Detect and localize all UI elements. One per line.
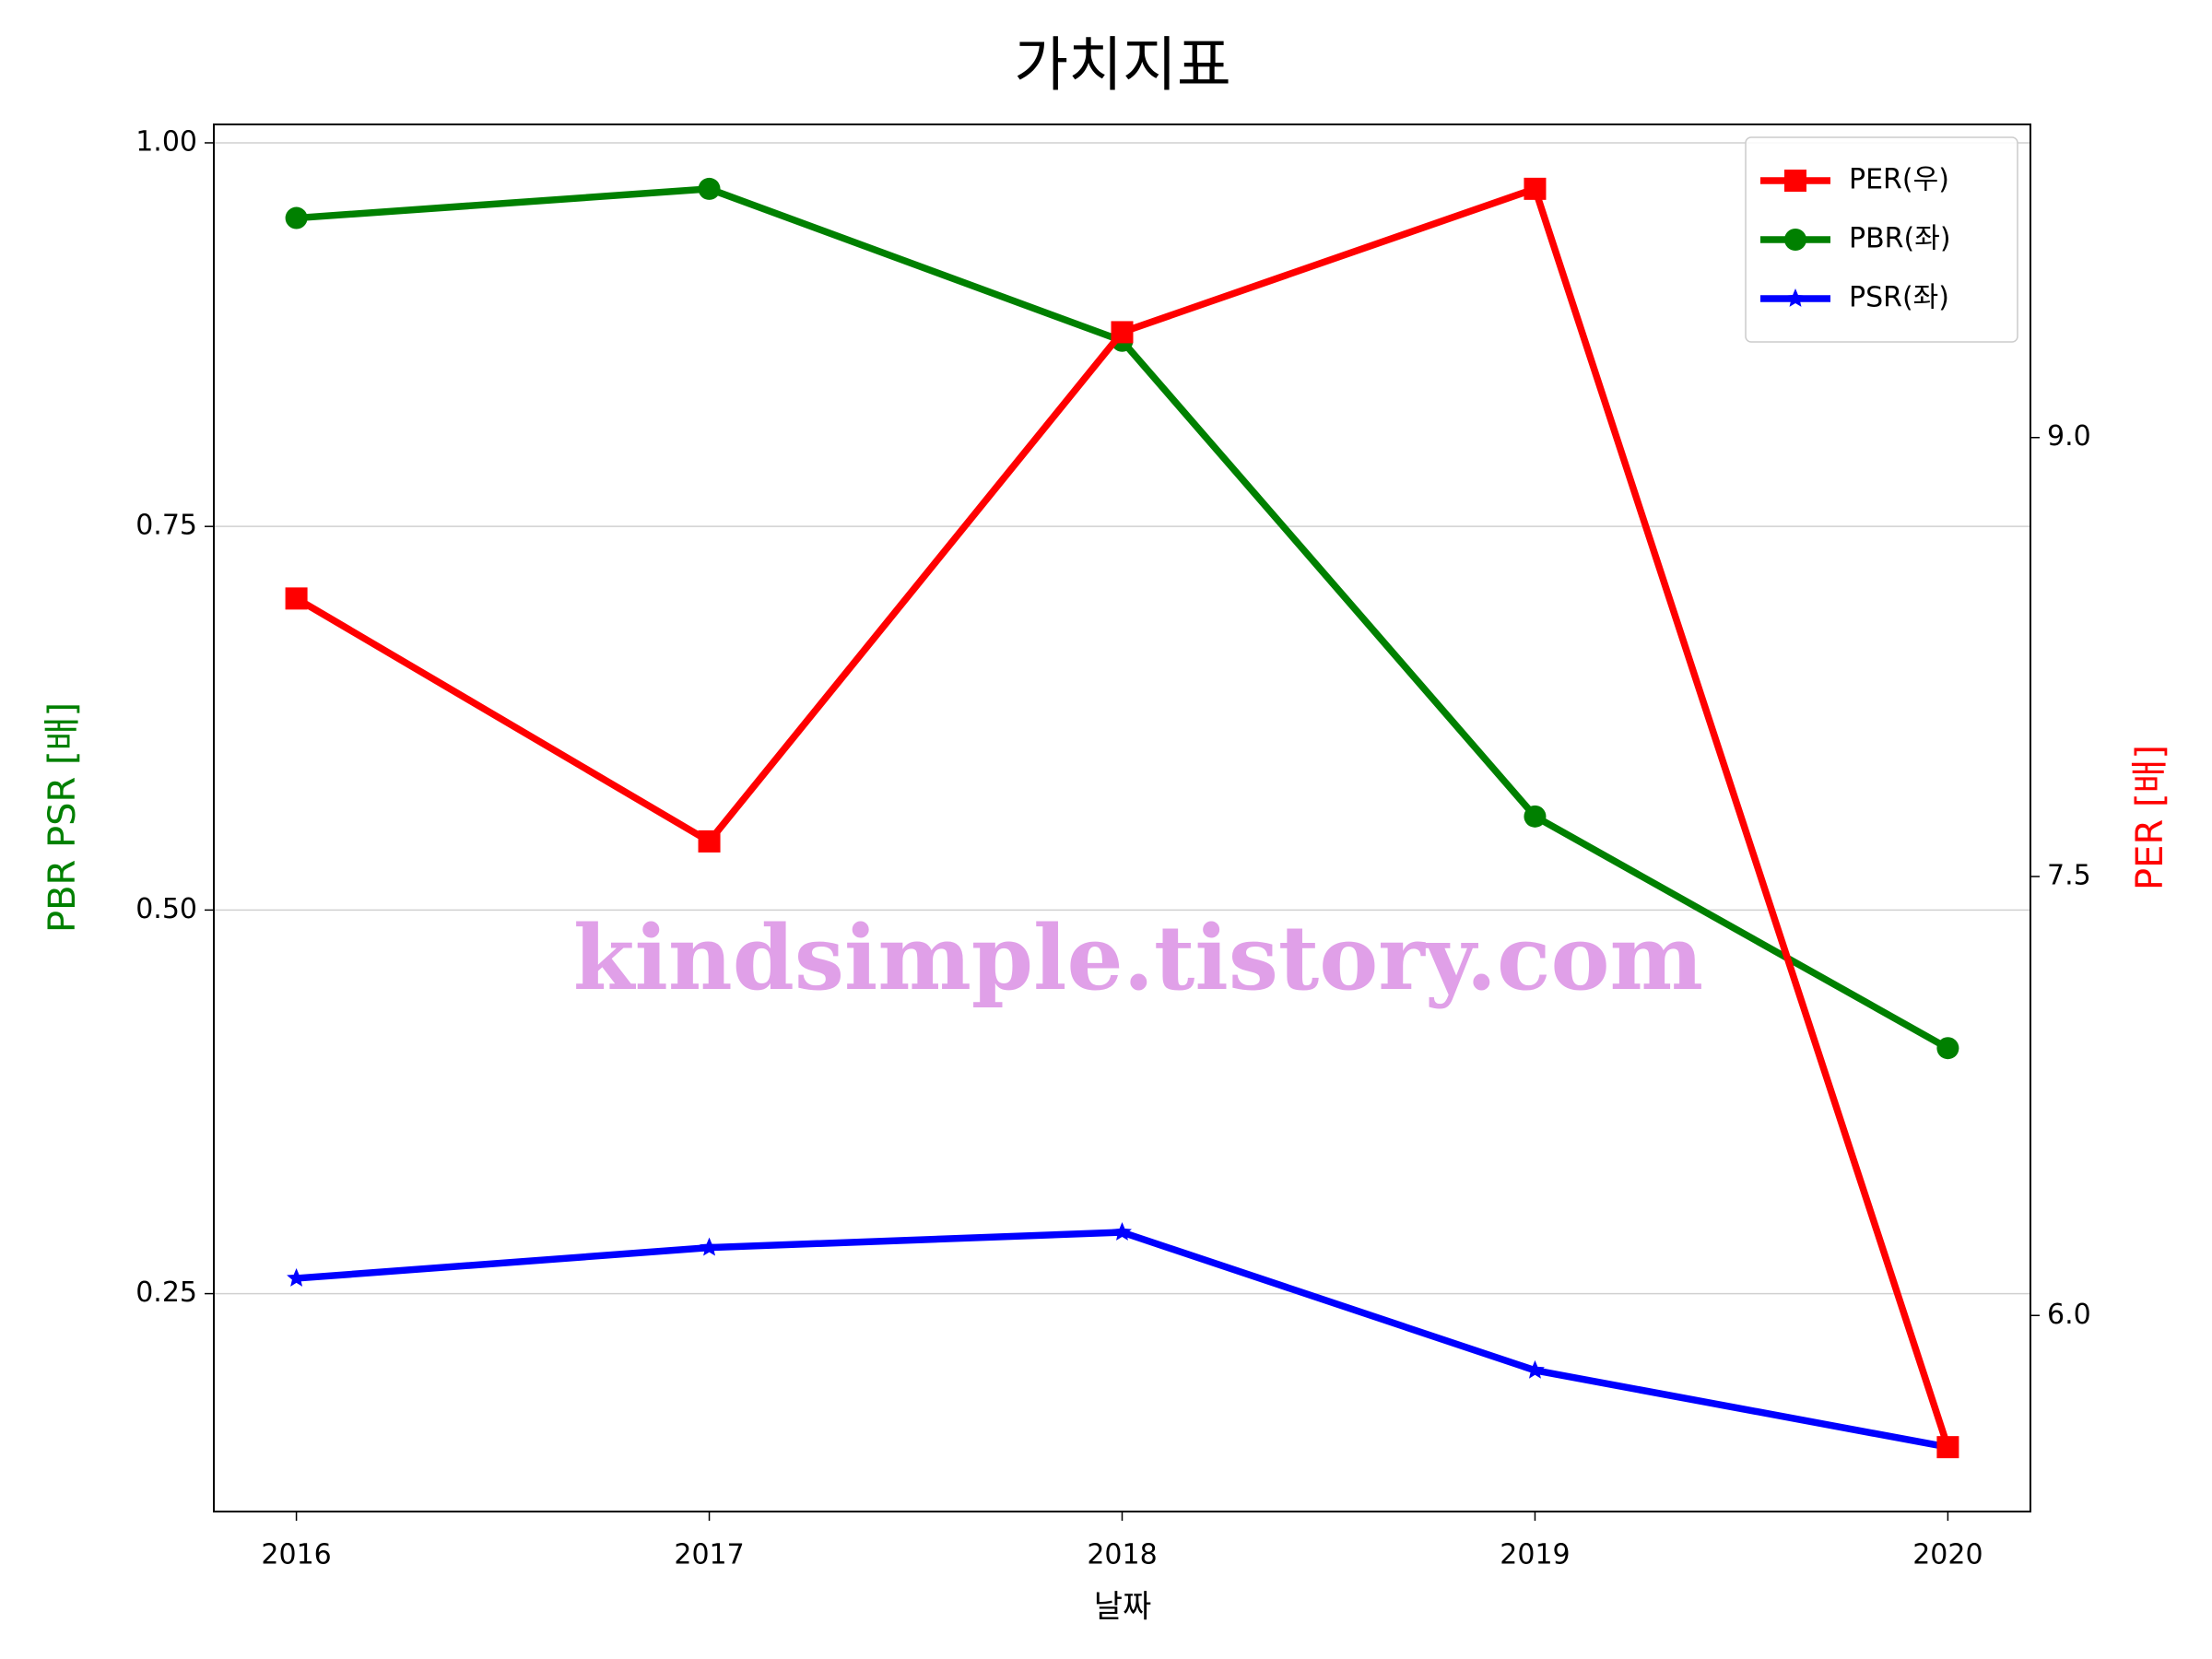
- x-tick-label: 2016: [261, 1539, 331, 1571]
- y2-axis-label: PER [배]: [2129, 745, 2171, 890]
- y2-tick-label: 6.0: [2047, 1299, 2091, 1331]
- data-point: [698, 177, 721, 200]
- y-tick-label: 0.25: [135, 1277, 197, 1309]
- legend-label: PBR(좌): [1849, 223, 1951, 255]
- data-point: [285, 587, 308, 610]
- data-point: [700, 1237, 720, 1256]
- data-point: [1112, 1222, 1132, 1241]
- legend-label: PSR(좌): [1849, 282, 1949, 314]
- x-tick-label: 2020: [1912, 1539, 1983, 1571]
- plot-frame: [213, 124, 2031, 1512]
- y2-tick-label: 9.0: [2047, 420, 2091, 453]
- series-line: [296, 1229, 1949, 1451]
- x-tick-label: 2017: [674, 1539, 744, 1571]
- y-tick-label: 0.50: [135, 893, 197, 925]
- data-point: [1936, 1037, 1959, 1060]
- y-tick-label: 0.75: [135, 510, 197, 542]
- data-point: [698, 830, 721, 853]
- y-tick-label: 1.00: [135, 125, 197, 158]
- data-point: [1524, 177, 1547, 200]
- legend-marker: [1784, 170, 1806, 192]
- y-axis-label: PBR PSR [배]: [41, 702, 84, 933]
- legend-marker: [1785, 288, 1806, 307]
- chart-title: 가치지표: [1014, 32, 1231, 100]
- data-point: [1936, 1436, 1959, 1459]
- x-tick-label: 2018: [1087, 1539, 1157, 1571]
- y2-tick-label: 7.5: [2047, 860, 2091, 892]
- legend-marker: [1784, 229, 1806, 251]
- legend-box: [1745, 136, 2018, 343]
- data-point: [1524, 805, 1547, 828]
- data-point: [287, 1267, 307, 1287]
- legend-label: PER(우): [1849, 164, 1949, 196]
- data-point: [285, 206, 308, 229]
- data-point: [1111, 321, 1134, 344]
- data-point: [1524, 1359, 1545, 1379]
- x-axis-label: 날짜: [1094, 1589, 1152, 1626]
- x-tick-label: 2019: [1500, 1539, 1570, 1571]
- watermark: kindsimple.tistory.com: [573, 906, 1703, 1010]
- legend: PER(우) PBR(좌) PSR(좌): [1745, 136, 2018, 343]
